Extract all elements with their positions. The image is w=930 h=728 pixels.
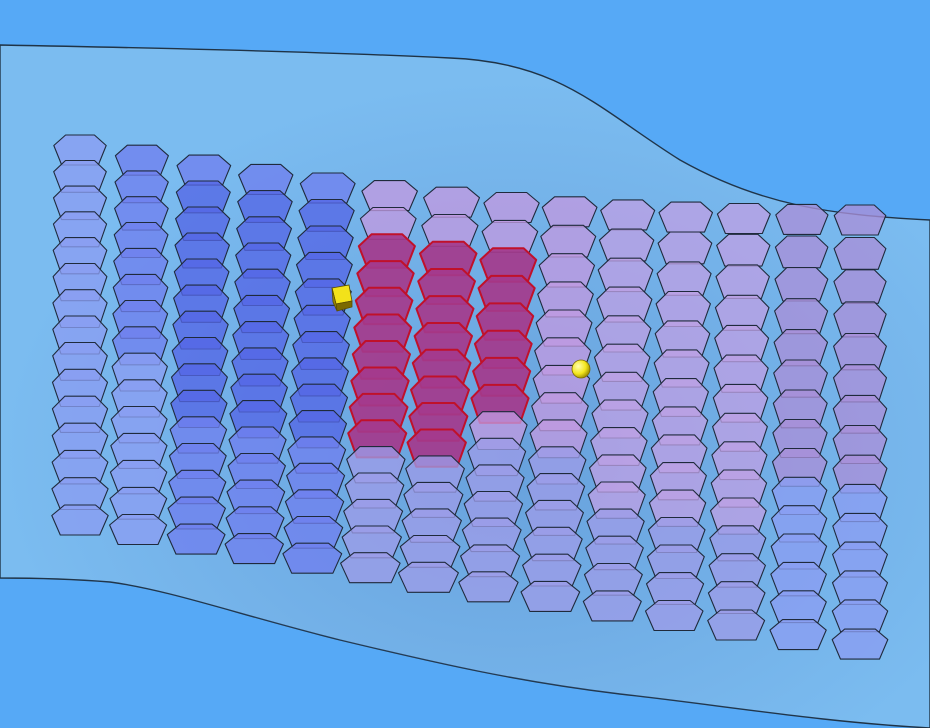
hex-cell[interactable] bbox=[833, 269, 887, 304]
hex-cell[interactable] bbox=[397, 561, 459, 593]
hex-cell[interactable] bbox=[109, 513, 168, 546]
hex-cell[interactable] bbox=[707, 609, 766, 641]
hex-cell[interactable] bbox=[833, 204, 887, 236]
hex-cell[interactable] bbox=[657, 231, 713, 265]
hex-cell[interactable] bbox=[51, 504, 109, 536]
hex-cell[interactable] bbox=[299, 172, 356, 204]
hex-cell[interactable] bbox=[769, 590, 827, 624]
hex-cell[interactable] bbox=[833, 236, 887, 270]
hex-cell[interactable] bbox=[340, 552, 401, 584]
hex-cell[interactable] bbox=[831, 599, 889, 633]
hex-cell[interactable] bbox=[833, 301, 887, 338]
pivot-point-sphere-icon[interactable] bbox=[571, 359, 591, 379]
hex-cell[interactable] bbox=[644, 599, 704, 632]
hex-cell[interactable] bbox=[423, 186, 481, 218]
hex-cell[interactable] bbox=[540, 224, 597, 258]
hex-cell[interactable] bbox=[598, 228, 655, 262]
hex-cell[interactable] bbox=[774, 235, 829, 269]
hex-cell[interactable] bbox=[656, 261, 712, 296]
hex-cell[interactable] bbox=[645, 572, 705, 605]
hex-cell[interactable] bbox=[716, 233, 771, 267]
hex-cell[interactable] bbox=[166, 523, 226, 555]
hex-cell[interactable] bbox=[774, 298, 829, 335]
hex-cell[interactable] bbox=[520, 580, 581, 612]
hex-cell[interactable] bbox=[775, 203, 829, 235]
hex-cell[interactable] bbox=[238, 163, 294, 195]
hex-cell[interactable] bbox=[458, 571, 519, 603]
hex-cell[interactable] bbox=[282, 542, 343, 574]
hex-cell[interactable] bbox=[483, 191, 540, 224]
hex-cell[interactable] bbox=[541, 196, 598, 228]
cube-left-face bbox=[331, 287, 338, 312]
hex-cell[interactable] bbox=[224, 533, 284, 565]
hex-cell[interactable] bbox=[769, 619, 827, 651]
hex-cell[interactable] bbox=[716, 202, 771, 235]
hex-cell[interactable] bbox=[658, 201, 714, 233]
hex-cell[interactable] bbox=[600, 199, 656, 231]
hex-cell[interactable] bbox=[715, 264, 770, 299]
hex-cell[interactable] bbox=[831, 628, 889, 660]
hex-cell[interactable] bbox=[774, 266, 829, 302]
hex-cell[interactable] bbox=[361, 180, 418, 212]
hex-cell-grid[interactable] bbox=[51, 134, 889, 660]
hex-cell[interactable] bbox=[707, 581, 766, 615]
move-handle-cube-icon[interactable] bbox=[331, 284, 353, 312]
hex-cell[interactable] bbox=[582, 590, 642, 622]
